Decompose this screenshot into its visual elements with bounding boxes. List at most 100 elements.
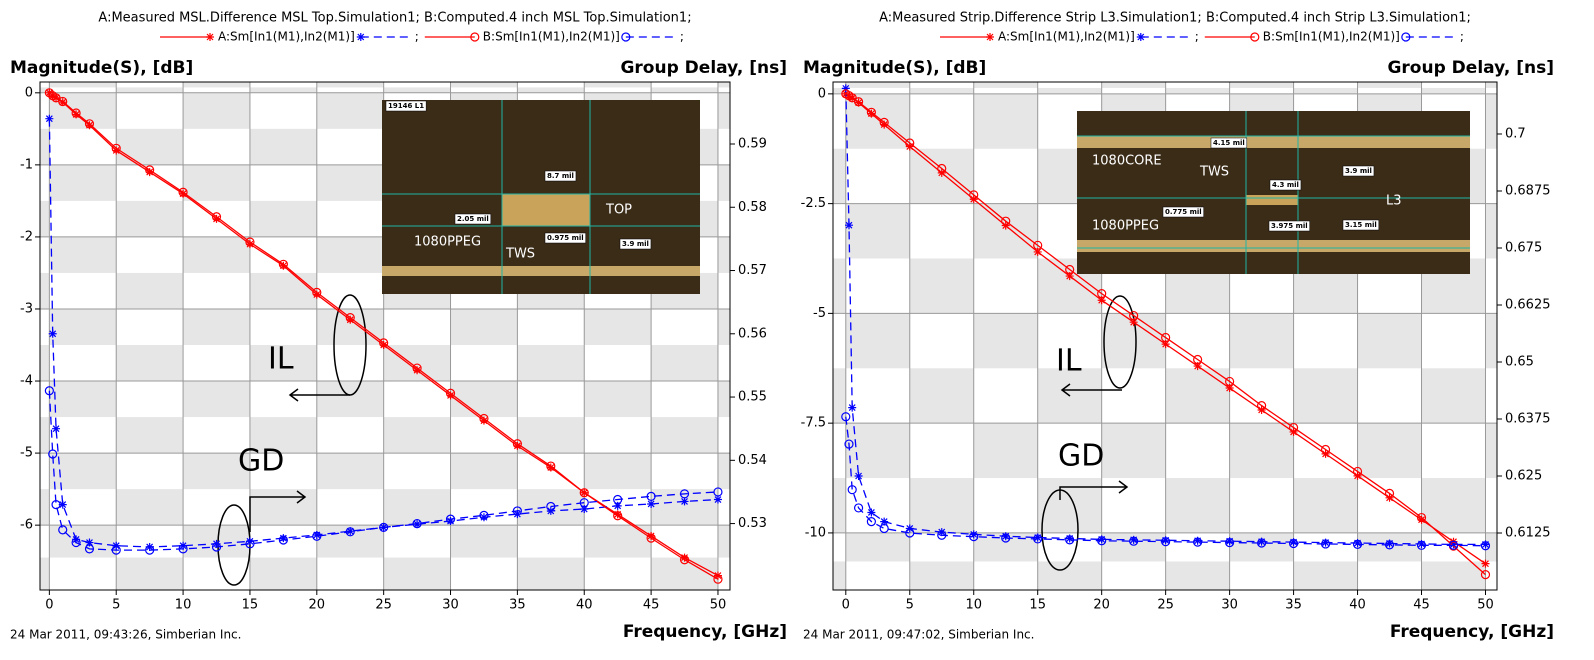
y2-tick-label: 0.7: [1505, 126, 1526, 141]
marker: [1033, 533, 1042, 542]
marker: [513, 510, 522, 519]
marker: [1225, 384, 1234, 393]
marker: [1193, 354, 1203, 365]
marker: [1353, 539, 1362, 548]
grid-cell: [717, 525, 730, 558]
marker: [937, 530, 947, 540]
marker: [84, 119, 95, 129]
marker: [880, 517, 889, 526]
grid-cell: [450, 308, 518, 346]
annotation: IL: [268, 342, 294, 377]
trace: [1246, 195, 1298, 205]
marker: [1161, 536, 1170, 545]
marker: [512, 439, 522, 449]
series-line: [845, 416, 1486, 547]
marker: [1161, 340, 1170, 349]
grid-cell: [1229, 423, 1294, 479]
annotation: IL: [1056, 344, 1082, 379]
marker: [1033, 247, 1042, 256]
y-axis-title: Magnitude(S), [dB]: [10, 58, 193, 78]
legend-marker: [1250, 32, 1260, 42]
grid-cell: [717, 82, 730, 88]
marker: [1129, 536, 1139, 546]
grid-cell: [1037, 87, 1102, 94]
grid-cell: [584, 381, 652, 418]
marker: [45, 114, 54, 123]
marker: [412, 363, 422, 373]
x-axis-title: Frequency, [GHz]: [1390, 622, 1554, 642]
legend-marker: [1401, 32, 1411, 42]
marker: [1481, 540, 1490, 549]
marker: [579, 498, 589, 508]
annotation-arrow: [1059, 480, 1129, 500]
grid-cell: [49, 236, 117, 273]
chart: A:Measured MSL.Difference MSL Top.Simula…: [10, 11, 787, 643]
grid-cell: [717, 236, 730, 273]
grid-cell: [651, 489, 718, 526]
marker: [279, 261, 288, 270]
marker: [1001, 533, 1011, 543]
y-tick-label: -7.5: [801, 416, 826, 431]
marker: [312, 290, 321, 299]
marker: [1256, 400, 1267, 411]
marker: [412, 518, 422, 529]
series-line: [845, 93, 1486, 576]
grid-cell: [249, 128, 317, 165]
marker: [1321, 538, 1330, 547]
grid-cell: [249, 200, 317, 237]
marker: [1480, 541, 1491, 551]
x-tick-label: 35: [509, 598, 526, 613]
inset-label: TOP: [605, 203, 632, 218]
x-tick-label: 25: [375, 598, 392, 613]
inset-label-box: [1268, 220, 1310, 232]
legend-separator: ;: [680, 30, 684, 44]
x-tick-label: 5: [906, 598, 914, 613]
grid-cell: [40, 200, 50, 237]
grid-cell: [651, 87, 718, 93]
marker: [1225, 376, 1235, 387]
marker: [713, 495, 722, 504]
marker: [111, 545, 121, 555]
inset-label-box: [1342, 165, 1375, 177]
grid-cell: [845, 313, 910, 369]
marker: [847, 485, 857, 495]
grid-cell: [316, 381, 384, 418]
marker: [513, 441, 522, 450]
marker: [48, 449, 58, 459]
marker: [1385, 539, 1394, 548]
marker: [905, 138, 915, 148]
marker: [847, 93, 857, 103]
grid-cell: [1293, 478, 1358, 533]
marker: [379, 341, 388, 350]
grid-cell: [116, 345, 184, 382]
marker: [278, 535, 288, 545]
y2-tick-label: 0.6875: [1505, 183, 1551, 198]
grid-cell: [1101, 423, 1166, 479]
marker: [112, 146, 121, 155]
y2-tick-label: 0.57: [738, 263, 767, 278]
marker: [1193, 536, 1202, 545]
footer: 24 Mar 2011, 09:43:26, Simberian Inc.: [10, 628, 241, 642]
footer: 24 Mar 2011, 09:47:02, Simberian Inc.: [803, 628, 1034, 642]
grid-cell: [651, 417, 718, 454]
grid-cell: [49, 381, 117, 418]
y2-tick-label: 0.6125: [1505, 525, 1551, 540]
y2-tick-label: 0.59: [738, 136, 767, 151]
grid-cell: [183, 453, 250, 490]
marker: [413, 520, 422, 529]
marker: [1065, 264, 1075, 275]
inset-label-box: [1269, 179, 1302, 191]
marker: [178, 544, 188, 554]
series-line: [48, 390, 719, 551]
inset-label-box: [544, 232, 586, 244]
inset-label: 8.7 mil: [547, 172, 574, 180]
x-tick-label: 45: [1413, 598, 1430, 613]
x-tick-label: 10: [175, 598, 192, 613]
marker: [479, 513, 488, 522]
marker: [52, 424, 61, 433]
y-tick-label: -2: [20, 229, 33, 244]
grid-cell: [316, 82, 384, 88]
grid-cell: [249, 557, 317, 590]
plot-frame: [39, 81, 731, 591]
grid-cell: [833, 258, 846, 314]
